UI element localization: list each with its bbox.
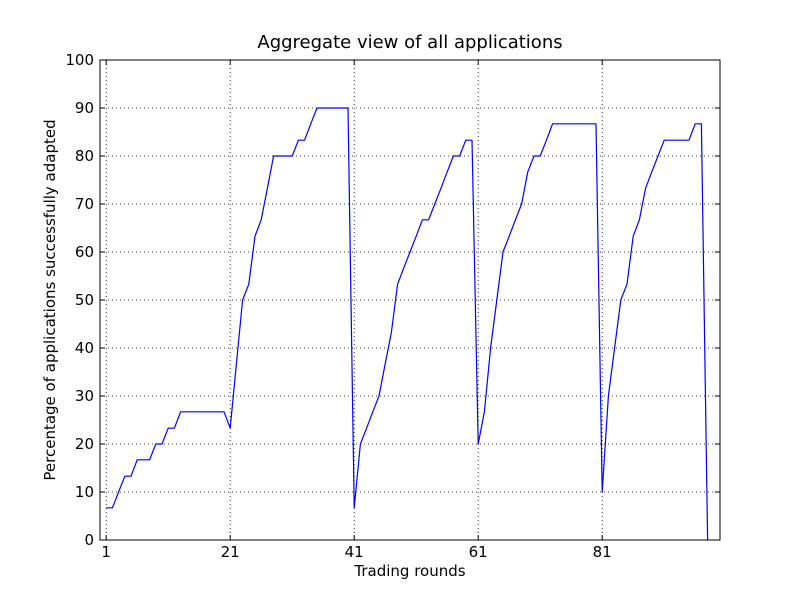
x-tick-label: 41 <box>345 543 364 561</box>
x-tick-label: 1 <box>101 543 111 561</box>
chart-title: Aggregate view of all applications <box>257 32 562 53</box>
x-tick-label: 21 <box>221 543 240 561</box>
y-tick-label: 80 <box>75 147 94 165</box>
x-tick-label: 61 <box>469 543 488 561</box>
y-tick-label: 60 <box>75 243 94 261</box>
tick-labels: 1 21 41 61 81 0 10 20 30 40 50 60 70 80 90 100 <box>65 51 611 561</box>
y-tick-label: 90 <box>75 99 94 117</box>
y-tick-label: 100 <box>65 51 94 69</box>
y-tick-label: 50 <box>75 291 94 309</box>
x-axis-label: Trading rounds <box>353 562 465 580</box>
grid <box>100 60 720 540</box>
series-line <box>106 107 709 541</box>
y-tick-label: 10 <box>75 483 94 501</box>
series-line-group <box>106 107 709 541</box>
y-tick-label: 70 <box>75 195 94 213</box>
y-tick-label: 0 <box>84 531 94 549</box>
y-axis-label: Percentage of applications successfully … <box>41 119 59 480</box>
y-tick-label: 20 <box>75 435 94 453</box>
y-tick-label: 40 <box>75 339 94 357</box>
ticks <box>100 59 720 541</box>
y-tick-label: 30 <box>75 387 94 405</box>
x-tick-label: 81 <box>593 543 612 561</box>
